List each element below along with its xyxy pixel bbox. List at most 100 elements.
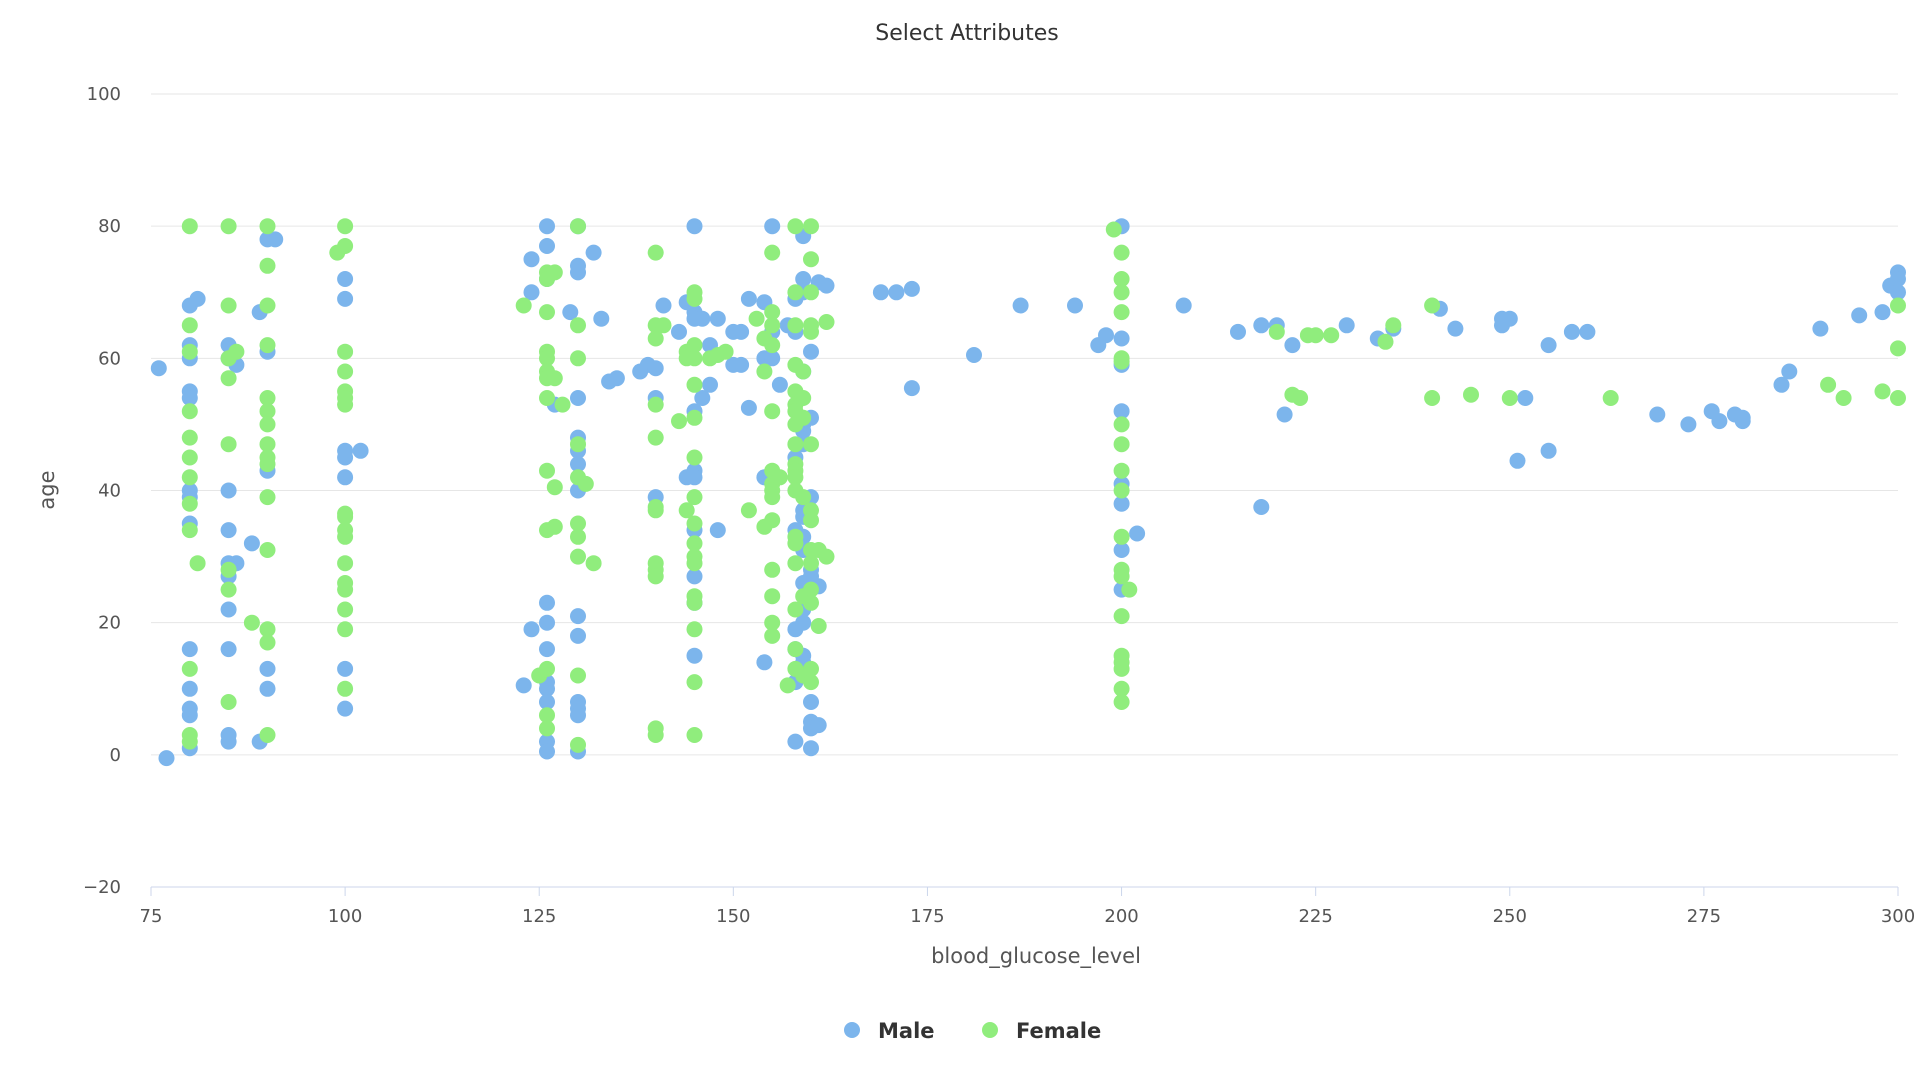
- data-point-female[interactable]: [1890, 340, 1906, 357]
- data-point-male[interactable]: [671, 323, 687, 340]
- data-point-female[interactable]: [1501, 390, 1518, 406]
- data-point-male[interactable]: [243, 535, 260, 552]
- data-point-female[interactable]: [686, 449, 703, 466]
- data-point-male[interactable]: [1230, 323, 1246, 340]
- data-point-female[interactable]: [259, 489, 276, 506]
- data-point-male[interactable]: [771, 376, 788, 393]
- data-point-female[interactable]: [181, 660, 198, 677]
- data-point-male[interactable]: [570, 608, 586, 625]
- data-point-male[interactable]: [220, 482, 237, 499]
- data-point-female[interactable]: [803, 218, 819, 235]
- data-point-female[interactable]: [546, 479, 563, 496]
- data-point-female[interactable]: [647, 396, 664, 413]
- data-point-female[interactable]: [803, 512, 819, 529]
- data-point-male[interactable]: [888, 284, 905, 301]
- data-point-female[interactable]: [795, 390, 812, 406]
- data-point-female[interactable]: [181, 343, 198, 360]
- data-point-male[interactable]: [1812, 320, 1829, 337]
- data-point-female[interactable]: [570, 218, 586, 235]
- data-point-female[interactable]: [779, 677, 796, 694]
- data-point-female[interactable]: [787, 317, 804, 334]
- data-point-female[interactable]: [259, 436, 276, 453]
- data-point-male[interactable]: [903, 280, 920, 297]
- data-point-male[interactable]: [764, 218, 781, 235]
- data-point-female[interactable]: [740, 502, 757, 519]
- data-point-female[interactable]: [686, 350, 703, 367]
- data-point-female[interactable]: [1113, 660, 1130, 677]
- data-point-male[interactable]: [903, 380, 920, 397]
- data-point-female[interactable]: [259, 218, 276, 235]
- data-point-female[interactable]: [181, 469, 198, 486]
- data-point-male[interactable]: [337, 449, 354, 466]
- data-point-female[interactable]: [259, 337, 276, 354]
- data-point-male[interactable]: [1253, 499, 1270, 515]
- data-point-female[interactable]: [756, 363, 773, 380]
- data-point-female[interactable]: [686, 727, 703, 743]
- data-point-female[interactable]: [539, 390, 555, 406]
- data-point-male[interactable]: [1253, 317, 1270, 334]
- data-point-female[interactable]: [1113, 528, 1130, 545]
- data-point-female[interactable]: [787, 436, 804, 453]
- data-point-female[interactable]: [686, 621, 703, 638]
- data-point-female[interactable]: [181, 495, 198, 512]
- data-point-male[interactable]: [872, 284, 889, 301]
- data-point-female[interactable]: [787, 535, 804, 552]
- data-point-female[interactable]: [220, 436, 237, 453]
- data-point-female[interactable]: [337, 621, 354, 638]
- data-point-female[interactable]: [259, 727, 276, 743]
- data-point-female[interactable]: [539, 720, 555, 737]
- data-point-male[interactable]: [1113, 495, 1130, 512]
- data-point-female[interactable]: [337, 528, 354, 545]
- data-point-male[interactable]: [1874, 304, 1891, 321]
- data-point-male[interactable]: [562, 304, 579, 321]
- data-point-female[interactable]: [181, 449, 198, 466]
- data-point-male[interactable]: [966, 347, 982, 363]
- data-point-male[interactable]: [686, 218, 703, 235]
- data-point-male[interactable]: [694, 310, 711, 327]
- data-point-male[interactable]: [694, 390, 711, 406]
- data-point-female[interactable]: [546, 370, 563, 387]
- data-point-female[interactable]: [539, 707, 555, 724]
- data-point-female[interactable]: [577, 475, 594, 492]
- data-point-male[interactable]: [1773, 376, 1790, 393]
- data-point-male[interactable]: [539, 694, 555, 710]
- data-point-male[interactable]: [337, 271, 354, 287]
- data-point-female[interactable]: [259, 403, 276, 420]
- legend-item-female[interactable]: Female: [982, 1019, 1101, 1043]
- data-point-female[interactable]: [570, 515, 586, 532]
- data-point-male[interactable]: [158, 750, 175, 767]
- data-point-female[interactable]: [259, 416, 276, 433]
- data-point-male[interactable]: [267, 231, 284, 248]
- data-point-female[interactable]: [1113, 304, 1130, 321]
- data-point-male[interactable]: [1113, 542, 1130, 558]
- data-point-female[interactable]: [570, 548, 586, 565]
- data-point-female[interactable]: [803, 674, 819, 691]
- data-point-female[interactable]: [1105, 221, 1122, 238]
- data-point-female[interactable]: [787, 641, 804, 658]
- data-point-female[interactable]: [1113, 244, 1130, 261]
- data-point-female[interactable]: [554, 396, 571, 413]
- data-point-female[interactable]: [220, 218, 237, 235]
- data-point-female[interactable]: [803, 251, 819, 268]
- data-point-female[interactable]: [686, 555, 703, 572]
- data-point-male[interactable]: [1734, 409, 1751, 426]
- data-point-female[interactable]: [570, 350, 586, 367]
- data-point-male[interactable]: [515, 677, 532, 694]
- data-point-male[interactable]: [1012, 297, 1029, 314]
- data-point-male[interactable]: [795, 614, 812, 631]
- data-point-male[interactable]: [570, 627, 586, 644]
- data-point-male[interactable]: [818, 277, 835, 294]
- data-point-male[interactable]: [220, 733, 237, 750]
- data-point-female[interactable]: [259, 390, 276, 406]
- data-point-female[interactable]: [243, 614, 260, 631]
- data-point-female[interactable]: [686, 535, 703, 552]
- data-point-female[interactable]: [515, 297, 532, 314]
- data-point-female[interactable]: [220, 694, 237, 710]
- data-point-female[interactable]: [585, 555, 602, 572]
- data-point-male[interactable]: [523, 284, 540, 301]
- data-point-female[interactable]: [655, 317, 672, 334]
- data-point-male[interactable]: [539, 218, 555, 235]
- data-point-female[interactable]: [1113, 436, 1130, 453]
- data-point-female[interactable]: [803, 436, 819, 453]
- data-point-female[interactable]: [787, 601, 804, 618]
